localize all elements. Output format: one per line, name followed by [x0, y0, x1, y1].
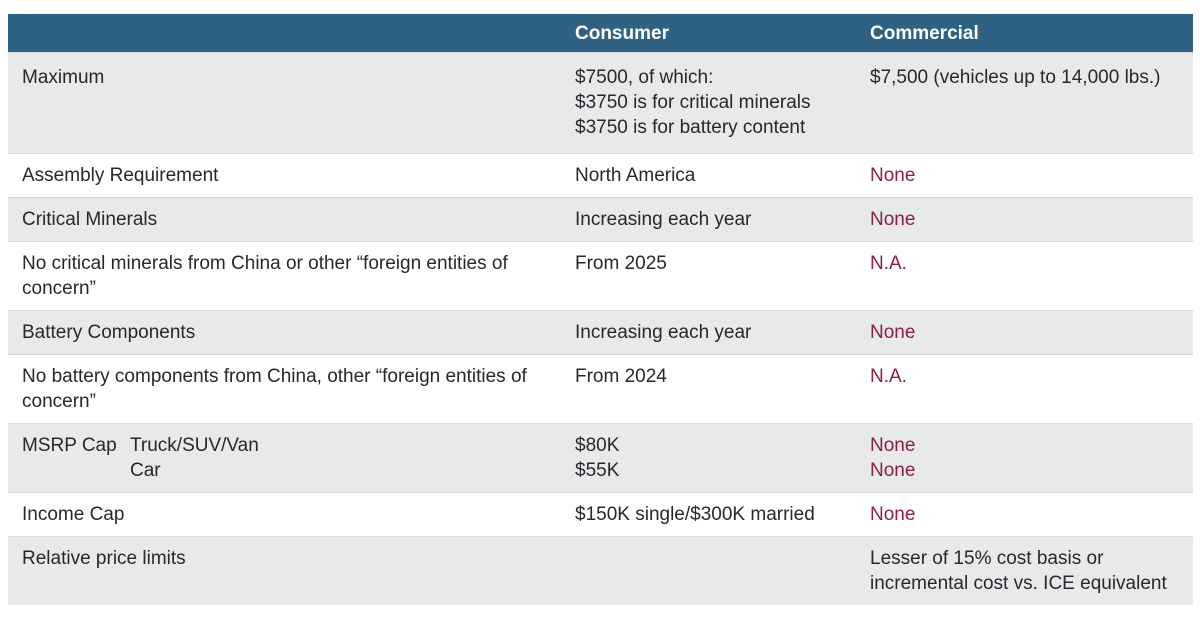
header-commercial: Commercial [870, 22, 979, 44]
commercial-cell: None [870, 504, 916, 525]
table-header-row: Consumer Commercial [8, 14, 1193, 52]
commercial-cell: Lesser of 15% cost basis or incremental … [856, 537, 1193, 605]
commercial-cell: $7,500 (vehicles up to 14,000 lbs.) [870, 67, 1161, 88]
commercial-line: None [870, 435, 916, 456]
table-row-critical-minerals: Critical Minerals Increasing each year N… [8, 197, 1193, 241]
sublabel-car: Car [130, 460, 161, 481]
row-label: Maximum [22, 67, 105, 88]
row-label: Relative price limits [22, 548, 186, 569]
consumer-cell: $7500, of which: $3750 is for critical m… [561, 53, 856, 153]
consumer-cell: Increasing each year [575, 209, 752, 230]
table-row-msrp-cap: MSRP Cap Truck/SUV/Van Car $80K $55K Non… [8, 423, 1193, 492]
commercial-cell: None [870, 165, 916, 186]
comparison-table: Consumer Commercial Maximum $7500, of wh… [8, 14, 1193, 605]
row-label: Battery Components [22, 322, 196, 343]
row-label: No critical minerals from China or other… [22, 253, 508, 299]
consumer-cell: North America [575, 165, 696, 186]
consumer-cell: From 2025 [575, 253, 667, 274]
consumer-cell: Increasing each year [575, 322, 752, 343]
consumer-line: $80K [575, 435, 620, 456]
consumer-cell: From 2024 [575, 366, 667, 387]
consumer-line: $7500, of which: [575, 67, 714, 88]
table-row-maximum: Maximum $7500, of which: $3750 is for cr… [8, 52, 1193, 153]
table-row-battery-components: Battery Components Increasing each year … [8, 310, 1193, 354]
consumer-line: $3750 is for critical minerals [575, 92, 811, 113]
commercial-cell: N.A. [870, 366, 907, 387]
row-label: Assembly Requirement [22, 165, 219, 186]
consumer-cell [561, 537, 856, 605]
table-row-no-critical-minerals-china: No critical minerals from China or other… [8, 241, 1193, 310]
commercial-line: Lesser of 15% cost basis or [870, 548, 1104, 569]
consumer-cell: $150K single/$300K married [575, 504, 815, 525]
consumer-cell: $80K $55K [561, 424, 856, 492]
msrp-cap-sublabels: Truck/SUV/Van Car [130, 433, 259, 483]
commercial-line: incremental cost vs. ICE equivalent [870, 573, 1167, 594]
table-row-relative-price-limits: Relative price limits Lesser of 15% cost… [8, 536, 1193, 605]
row-label: Income Cap [22, 504, 125, 525]
header-consumer: Consumer [575, 22, 669, 44]
commercial-cell: N.A. [870, 253, 907, 274]
commercial-cell: None None [856, 424, 1193, 492]
commercial-line: None [870, 460, 916, 481]
msrp-cap-label: MSRP Cap [22, 435, 117, 456]
commercial-cell: None [870, 322, 916, 343]
row-label: No battery components from China, other … [22, 366, 527, 412]
table-row-assembly-requirement: Assembly Requirement North America None [8, 153, 1193, 197]
commercial-cell: None [870, 209, 916, 230]
consumer-line: $55K [575, 460, 620, 481]
row-label: MSRP Cap Truck/SUV/Van Car [8, 424, 561, 492]
table-row-income-cap: Income Cap $150K single/$300K married No… [8, 492, 1193, 536]
row-label: Critical Minerals [22, 209, 158, 230]
consumer-line: $3750 is for battery content [575, 117, 806, 138]
sublabel-truck-suv-van: Truck/SUV/Van [130, 435, 259, 456]
table-row-no-battery-components-china: No battery components from China, other … [8, 354, 1193, 423]
